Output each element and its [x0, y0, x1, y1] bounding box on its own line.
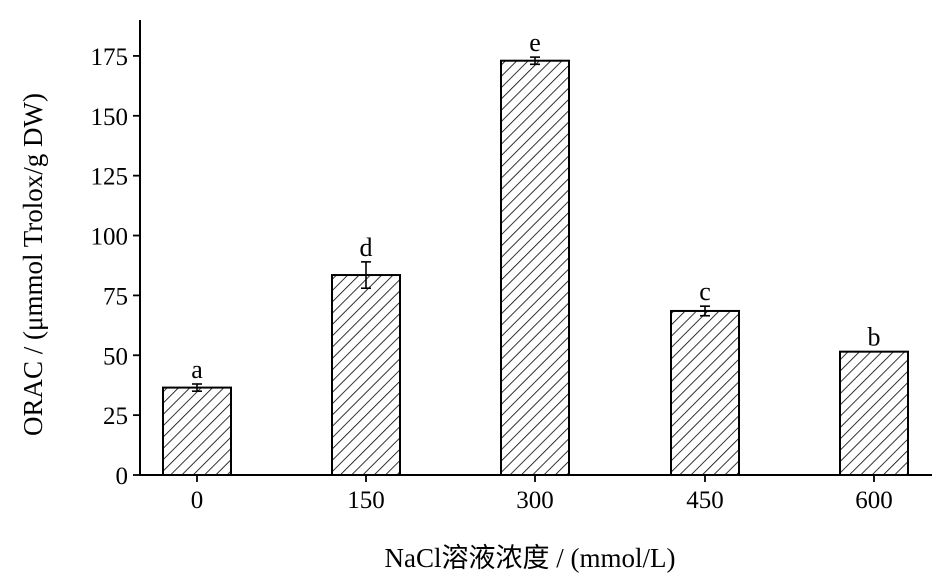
bar — [331, 274, 401, 476]
y-tick-label: 25 — [103, 403, 128, 430]
labels: 0 25 50 75 100 125 150 175 0 a 150 d 300 e 450 c 600 b — [91, 28, 893, 514]
y-tick-label: 100 — [91, 224, 129, 251]
x-tick-label: 0 — [191, 487, 204, 514]
y-tick-label: 125 — [91, 164, 129, 191]
significance-letter: b — [868, 323, 881, 352]
x-tick-label: 150 — [347, 487, 385, 514]
error-bar — [361, 261, 371, 290]
bar — [839, 350, 909, 476]
x-tick-label: 450 — [686, 487, 724, 514]
x-axis-title: NaCl溶液浓度 / (mmol/L) — [385, 543, 676, 573]
y-tick-label: 50 — [103, 343, 128, 370]
error-bar — [192, 383, 202, 392]
significance-letter: c — [699, 277, 711, 306]
y-tick-label: 150 — [91, 104, 129, 131]
bar — [162, 386, 232, 476]
bar — [500, 59, 570, 476]
significance-letter: e — [529, 28, 541, 57]
bars — [162, 56, 909, 477]
y-tick-label: 0 — [116, 463, 129, 490]
error-bar — [530, 56, 540, 66]
y-axis-title: ORAC / (μmmol Trolox/g DW) — [18, 93, 48, 436]
x-tick-label: 300 — [516, 487, 554, 514]
y-tick-label: 75 — [103, 283, 128, 310]
significance-letter: d — [360, 233, 373, 262]
bar — [670, 309, 740, 477]
axes — [133, 20, 932, 482]
error-bar — [700, 305, 710, 317]
y-tick-label: 175 — [91, 44, 129, 71]
x-tick-label: 600 — [855, 487, 893, 514]
significance-letter: a — [191, 355, 203, 384]
